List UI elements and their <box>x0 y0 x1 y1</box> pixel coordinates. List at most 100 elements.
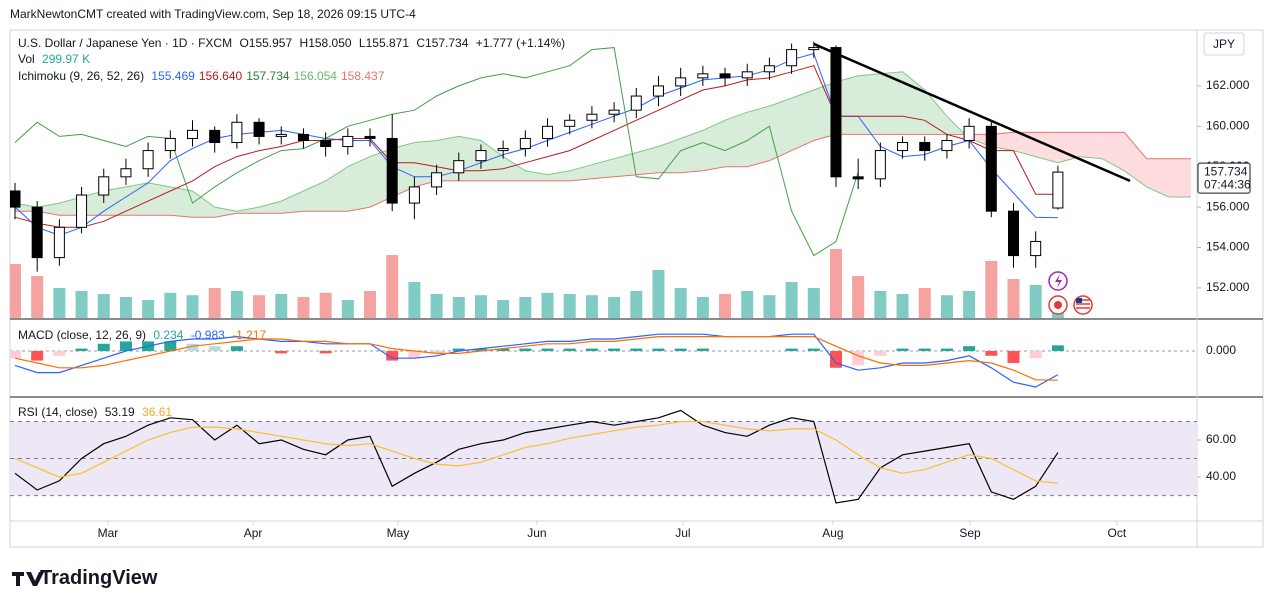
rsi-line <box>14 420 1058 484</box>
cloud-segment <box>880 71 903 135</box>
volume-bar <box>807 288 820 318</box>
cloud-segment <box>614 152 637 177</box>
x-tick-label: Jun <box>527 526 546 540</box>
volume-bar <box>31 276 44 318</box>
y-tick-label: 160.000 <box>1206 119 1250 133</box>
cloud-segment <box>1035 132 1058 163</box>
macd-histogram-bar <box>807 348 820 351</box>
macd-histogram-bar <box>97 343 110 351</box>
volume-bar <box>297 297 310 318</box>
macd-histogram-bar <box>408 350 421 359</box>
candle-body <box>919 141 931 152</box>
macd-histogram-bar <box>31 350 44 361</box>
candle-body <box>941 139 953 152</box>
macd-histogram-bar <box>918 348 931 351</box>
candle-body <box>874 150 886 180</box>
volume-bar <box>608 297 621 318</box>
candle-body <box>10 190 21 208</box>
ichimoku-value: 157.734 <box>246 69 290 83</box>
macd-histogram-bar <box>53 350 66 356</box>
cloud-segment <box>37 203 60 216</box>
macd-pane <box>10 333 1197 388</box>
main-legend: U.S. Dollar / Japanese Yen · 1D · FXCM O… <box>18 36 569 50</box>
change: +1.777 (+1.14%) <box>475 36 566 50</box>
candle-body <box>675 77 687 87</box>
macd-histogram-bar <box>852 350 865 366</box>
cloud-segment <box>747 106 770 167</box>
ichimoku-name: Ichimoku (9, 26, 52, 26) <box>18 69 145 83</box>
volume-bar <box>741 291 754 318</box>
candle-body <box>985 125 997 212</box>
macd-histogram-bar <box>275 350 288 354</box>
cloud-segment <box>370 148 393 208</box>
macd-histogram-bar <box>497 348 510 351</box>
flag-canton <box>1076 298 1082 303</box>
ichimoku-legend: Ichimoku (9, 26, 52, 26) 155.469 156.640 1… <box>18 69 388 83</box>
volume-bar <box>452 297 465 318</box>
cloud-segment <box>281 190 304 214</box>
ohlc-key: O <box>239 36 249 50</box>
x-tick-label: May <box>387 526 410 540</box>
cloud-segment <box>170 186 193 218</box>
volume-bar <box>674 288 687 318</box>
x-tick-label: Aug <box>822 526 843 540</box>
macd-histogram-bar <box>519 348 532 351</box>
volume-bar <box>75 291 88 318</box>
candle-body <box>963 125 975 141</box>
volume-bar <box>1007 279 1020 318</box>
volume-bar <box>963 291 976 318</box>
cloud-segment <box>725 112 748 167</box>
volume-bar <box>852 276 865 318</box>
cloud-segment <box>858 73 881 135</box>
volume-bar <box>53 288 66 318</box>
candle-body <box>53 226 65 259</box>
macd-histogram-bar <box>563 348 576 351</box>
candle-body <box>763 65 775 73</box>
macd-histogram-bar <box>474 348 487 351</box>
volume-name: Vol <box>18 52 35 66</box>
lightning-icon <box>1055 274 1062 288</box>
ohlc-value: 155.871 <box>365 36 409 50</box>
candle-body <box>164 137 176 152</box>
candle-body <box>564 119 576 127</box>
cloud-segment <box>458 136 481 181</box>
y-tick-label: 154.000 <box>1206 240 1250 254</box>
ichimoku-value: 156.640 <box>198 69 243 83</box>
candle-body <box>342 135 354 148</box>
candle-body <box>630 95 642 111</box>
cloud-segment <box>392 142 415 198</box>
ichimoku-value: 158.437 <box>340 69 385 83</box>
macd-histogram-bar <box>1029 350 1042 359</box>
macd-histogram-bar <box>386 350 399 361</box>
cloud-segment <box>125 182 149 216</box>
macd-histogram-bar <box>1007 350 1020 363</box>
candle-body <box>719 73 731 79</box>
candle-body <box>453 160 465 174</box>
currency-box[interactable] <box>1203 32 1245 56</box>
macd-histogram-bar <box>896 348 909 351</box>
y-tick-label: 60.00 <box>1206 432 1236 446</box>
candle-body <box>76 194 88 228</box>
volume-bar <box>896 294 909 318</box>
candle-body <box>386 137 398 204</box>
cloud-segment <box>680 130 703 173</box>
currency: JPY <box>1213 37 1235 51</box>
macd-histogram-bar <box>75 348 88 351</box>
volume-bar <box>541 292 554 318</box>
macd-line <box>14 336 1058 381</box>
volume-legend: Vol 299.97 K <box>18 52 94 66</box>
ichimoku-line <box>14 65 1058 228</box>
macd-histogram-bar <box>208 346 221 351</box>
macd-histogram-bar <box>230 346 243 351</box>
candle-body <box>808 47 820 51</box>
candle-body <box>475 150 487 162</box>
macd-value: -0.983 <box>190 328 225 342</box>
rsi-name: RSI (14, close) <box>18 405 98 419</box>
axes: Mar Apr May Jun Jul Aug Sep Oct 152.000 154.000 15… <box>98 78 1251 540</box>
candle-body <box>275 133 287 137</box>
countdown: 07:44:36 <box>1204 177 1251 191</box>
ichimoku-value: 156.054 <box>293 69 337 83</box>
cloud-segment <box>414 140 437 187</box>
cloud-segment <box>1080 132 1103 159</box>
